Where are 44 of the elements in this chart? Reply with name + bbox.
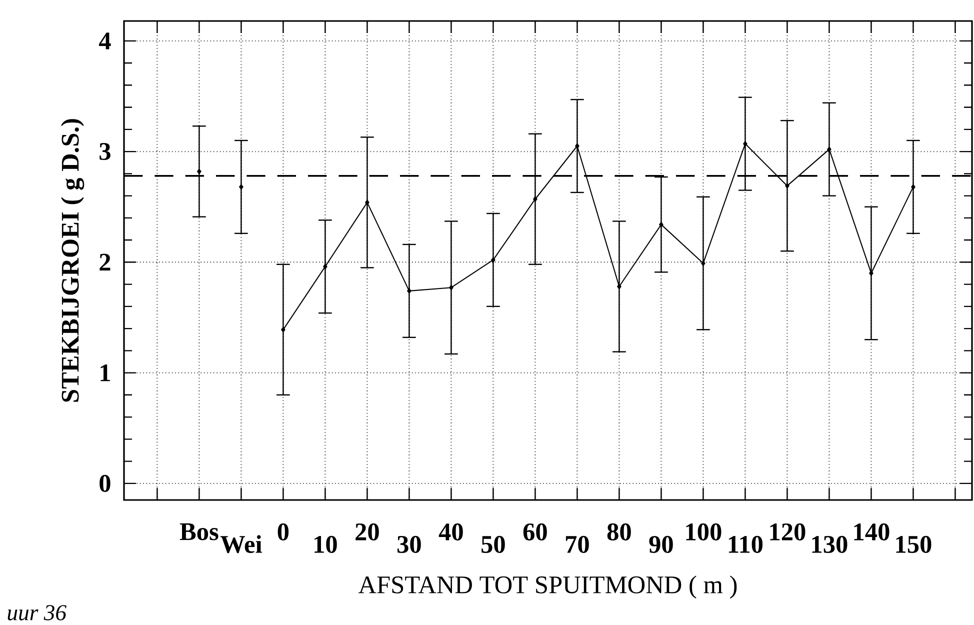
x-tick-label: 100	[686, 523, 722, 540]
x-tick-label: 70	[566, 536, 589, 553]
x-tick-label: 60	[523, 523, 547, 540]
x-tick-label: 20	[356, 523, 379, 540]
point	[449, 284, 454, 290]
x-tick-label: 0	[278, 523, 289, 540]
x-tick-label: 130	[812, 536, 848, 553]
x-axis-title: AFSTAND TOT SPUITMOND ( m )	[358, 576, 737, 599]
point	[617, 284, 622, 290]
x-tick-label: 140	[854, 523, 890, 540]
x-tick-label: Bos	[180, 523, 218, 540]
x-tick-label: 90	[649, 536, 673, 553]
point	[911, 184, 916, 190]
x-tick-label: 50	[482, 536, 505, 553]
point	[197, 168, 202, 174]
point	[281, 326, 286, 332]
point	[869, 270, 874, 276]
x-tick-label: 10	[314, 536, 337, 553]
x-tick-label: Wei	[220, 535, 262, 554]
y-tick-label: 0	[100, 474, 110, 492]
y-tick-label: 4	[98, 32, 111, 50]
point	[575, 143, 580, 149]
point	[365, 200, 370, 206]
x-tick-label: 40	[438, 523, 463, 540]
point	[701, 260, 706, 266]
point	[533, 196, 538, 202]
y-tick-label: 1	[100, 364, 110, 382]
point	[323, 264, 328, 270]
x-tick-label: 30	[397, 536, 421, 553]
point	[491, 257, 496, 263]
text: uur 36	[8, 605, 66, 620]
x-tick-label: 150	[896, 536, 932, 553]
point	[827, 146, 832, 152]
point	[659, 222, 664, 228]
y-axis-title: STEKBIJGROEI ( g D.S.)	[60, 119, 84, 402]
x-tick-label: 120	[770, 523, 806, 540]
y-tick-label: 3	[100, 143, 110, 160]
x-tick-label: 110	[728, 536, 763, 553]
point	[743, 141, 748, 146]
x-tick-label: 80	[607, 523, 631, 540]
point	[239, 184, 244, 190]
point	[407, 288, 412, 294]
y-tick-label: 2	[100, 254, 110, 271]
point	[785, 183, 790, 188]
